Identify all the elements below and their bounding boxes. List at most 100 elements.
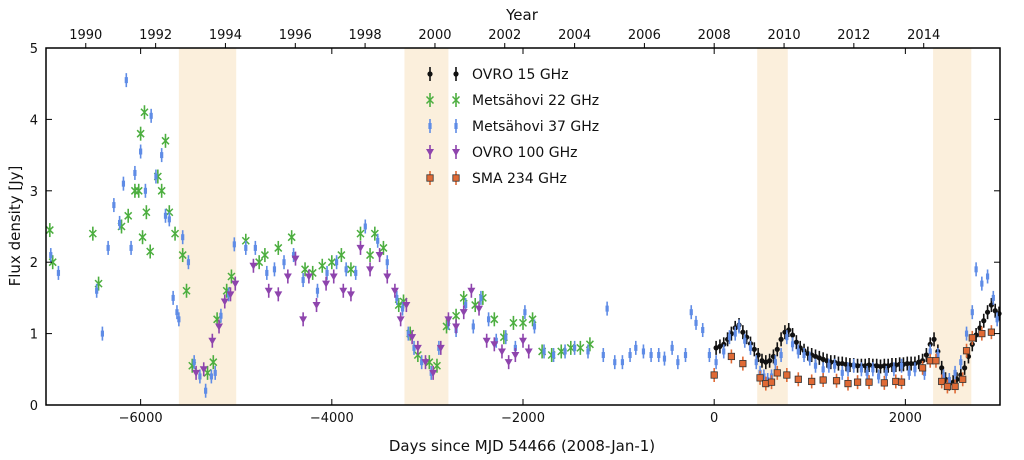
point-marker — [689, 309, 693, 316]
point-marker — [932, 357, 940, 365]
point-marker — [865, 378, 873, 386]
series-sma-234-ghz — [710, 325, 995, 394]
data-point — [676, 355, 680, 370]
point-marker — [859, 366, 863, 373]
point-marker — [312, 302, 321, 310]
point-marker — [304, 273, 313, 281]
data-point — [346, 287, 355, 302]
data-point — [139, 144, 143, 159]
point-marker — [980, 280, 984, 287]
point-marker — [984, 309, 991, 315]
data-point — [785, 330, 789, 345]
data-point — [274, 287, 283, 302]
point-marker — [601, 352, 605, 359]
point-marker — [272, 266, 277, 273]
point-marker — [220, 298, 229, 306]
point-marker — [301, 277, 305, 284]
point-marker — [118, 219, 122, 226]
legend-marker — [425, 93, 435, 107]
data-point — [304, 269, 313, 284]
point-marker — [938, 377, 946, 386]
x-tick-label: 0 — [710, 411, 718, 426]
data-point — [178, 248, 187, 263]
point-marker — [467, 287, 476, 295]
data-point — [717, 339, 723, 354]
point-marker — [773, 359, 777, 366]
point-marker — [142, 208, 151, 217]
data-point — [232, 237, 236, 252]
year-tick-label: 2010 — [768, 28, 801, 43]
point-marker — [209, 358, 218, 367]
point-marker — [802, 352, 806, 359]
data-point — [436, 340, 445, 355]
data-point — [249, 258, 258, 273]
data-point — [322, 276, 331, 291]
point-marker — [209, 373, 213, 380]
point-marker — [56, 269, 61, 276]
point-marker — [198, 373, 202, 380]
data-point — [226, 287, 235, 302]
data-point — [192, 355, 196, 370]
point-marker — [964, 330, 969, 337]
point-marker — [840, 369, 844, 376]
point-marker — [978, 329, 986, 338]
data-point — [486, 312, 491, 327]
data-point — [523, 305, 527, 320]
data-point — [182, 283, 191, 298]
point-marker — [400, 305, 405, 312]
point-marker — [402, 302, 411, 310]
data-point — [133, 165, 137, 180]
data-point — [694, 315, 698, 330]
point-marker — [136, 129, 145, 138]
data-point — [970, 305, 974, 320]
data-point — [198, 369, 202, 384]
point-marker — [524, 348, 533, 356]
point-marker — [366, 266, 375, 274]
data-point — [318, 258, 327, 273]
legend-label: Metsähovi 37 GHz — [472, 119, 599, 135]
point-marker — [138, 233, 147, 242]
point-marker — [974, 266, 978, 273]
point-marker — [833, 362, 837, 369]
data-point — [134, 183, 143, 198]
point-marker — [694, 319, 698, 326]
point-marker — [291, 252, 296, 259]
y-tick-label: 2 — [30, 256, 38, 271]
point-marker — [793, 339, 799, 345]
point-marker — [322, 280, 331, 288]
data-point — [95, 283, 99, 298]
year-tick-label: 2000 — [418, 28, 451, 43]
point-marker — [231, 280, 240, 288]
data-point — [959, 372, 967, 387]
data-point — [192, 365, 201, 380]
point-marker — [182, 286, 191, 295]
point-marker — [344, 266, 348, 273]
point-marker — [112, 202, 116, 209]
point-marker — [143, 187, 148, 194]
data-point — [167, 212, 171, 227]
data-point — [337, 248, 346, 263]
point-marker — [178, 251, 187, 260]
shaded-interval — [178, 48, 237, 405]
data-point — [907, 365, 911, 380]
point-marker — [835, 360, 842, 367]
point-marker — [154, 173, 158, 180]
point-marker — [794, 375, 802, 383]
data-point — [796, 344, 800, 359]
point-marker — [504, 359, 513, 367]
data-point — [124, 208, 133, 223]
data-point — [962, 343, 971, 358]
y-tick-label: 0 — [30, 399, 38, 414]
point-marker — [739, 359, 747, 368]
year-tick-label: 1996 — [279, 28, 312, 43]
point-marker — [819, 376, 827, 384]
point-marker — [773, 369, 781, 377]
shaded-interval — [404, 48, 449, 405]
legend-label: OVRO 15 GHz — [472, 67, 569, 83]
data-point — [475, 301, 484, 316]
data-point — [471, 319, 475, 334]
point-marker — [420, 359, 424, 366]
point-marker — [854, 363, 861, 369]
data-point — [689, 305, 693, 320]
data-point — [813, 358, 818, 373]
